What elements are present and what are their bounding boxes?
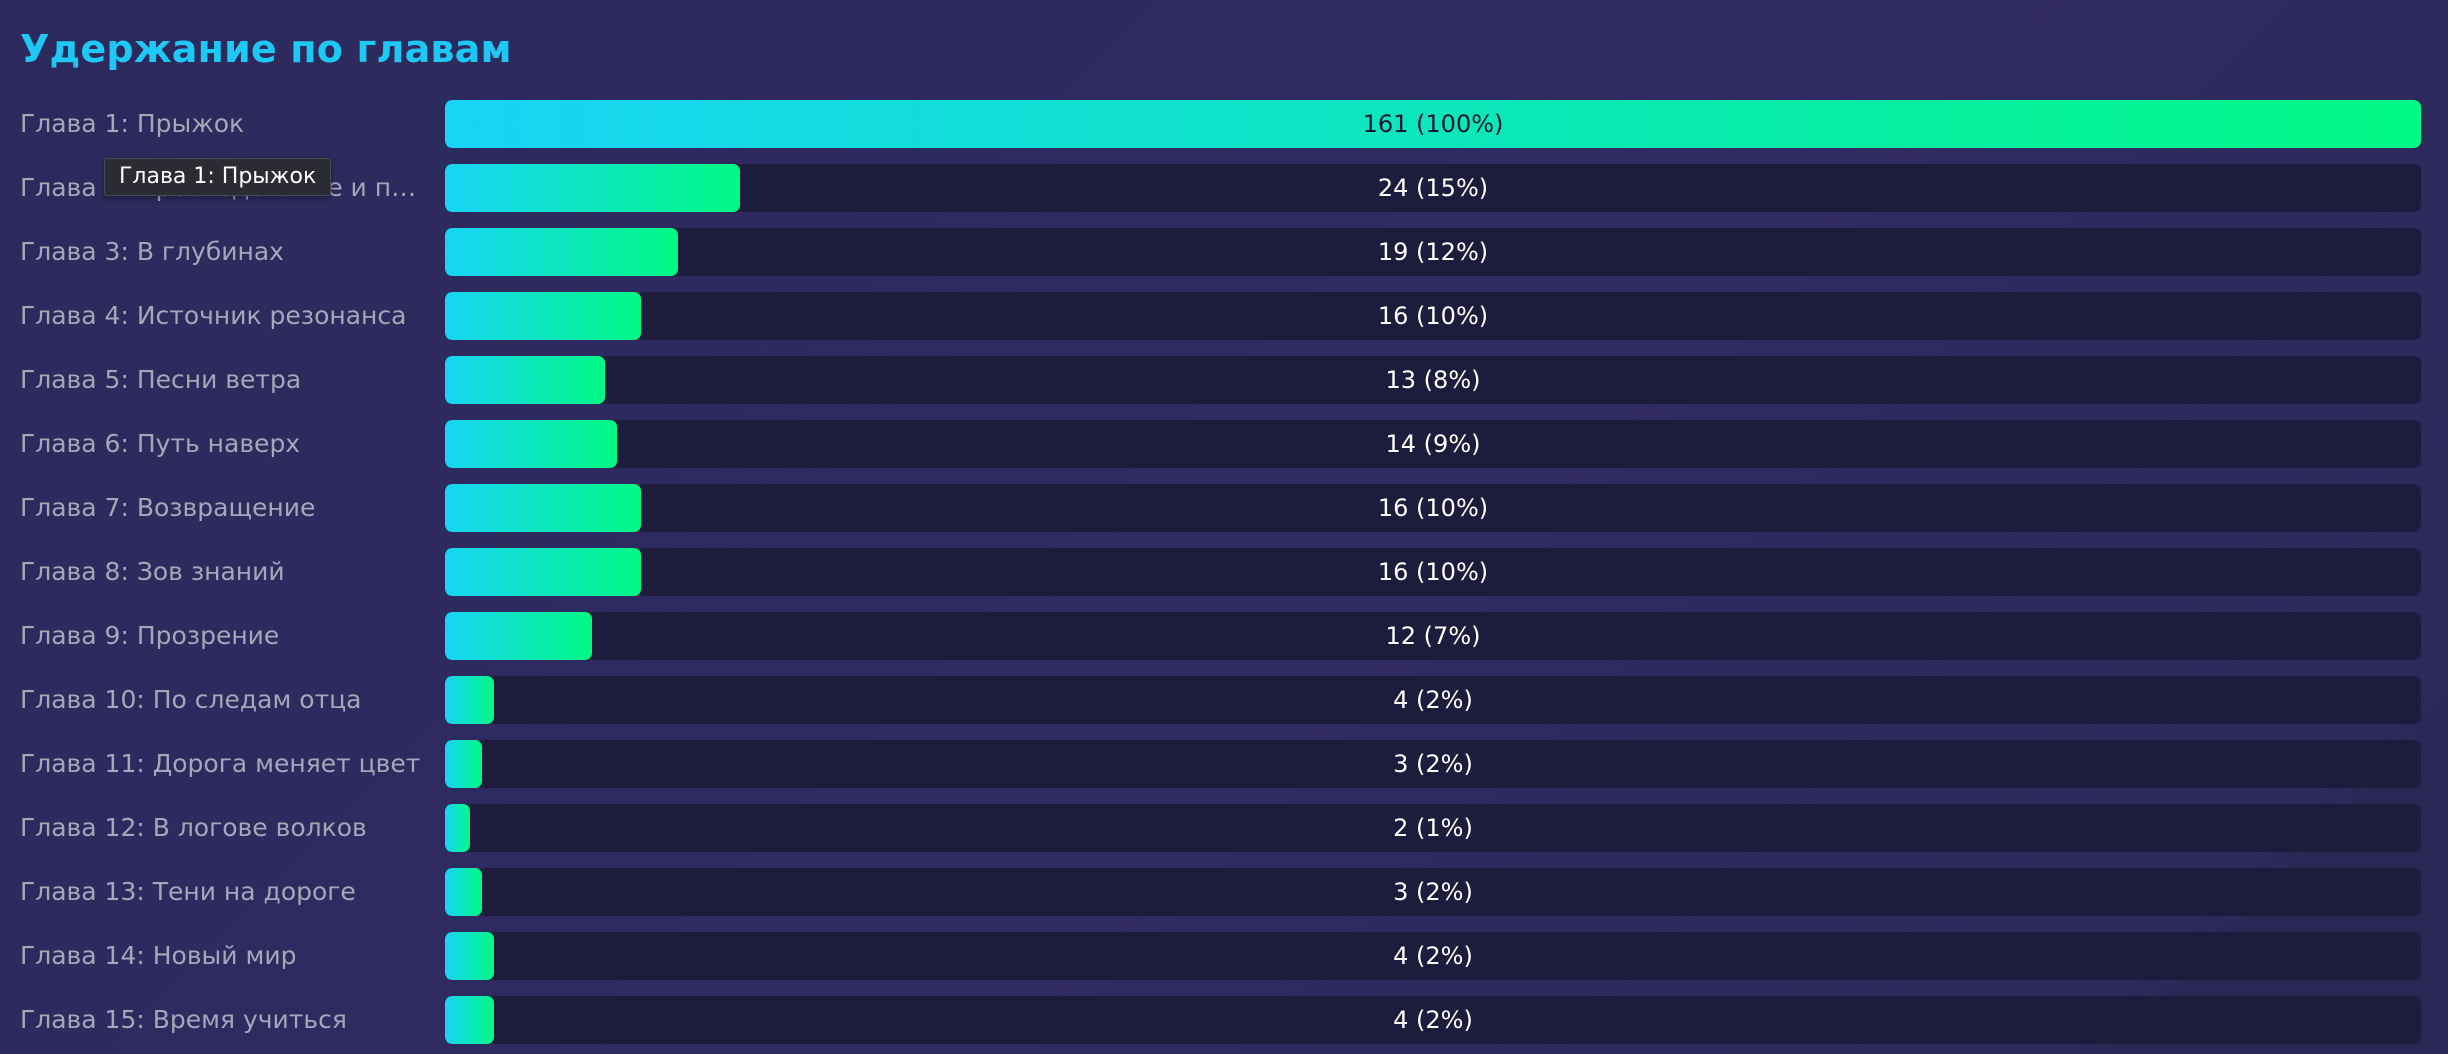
bar-track: 16 (10%) — [445, 548, 2421, 596]
bar[interactable] — [445, 612, 593, 660]
bar[interactable] — [445, 100, 2421, 148]
value-label: 12 (7%) — [1385, 622, 1481, 650]
bar[interactable] — [445, 676, 495, 724]
category-label: Глава 1: Прыжок — [20, 109, 245, 138]
bar-track: 19 (12%) — [445, 228, 2421, 276]
bar[interactable] — [445, 420, 617, 468]
category-label: Глава 13: Тени на дороге — [20, 877, 356, 906]
value-label: 24 (15%) — [1377, 174, 1489, 202]
bar-track: 2 (1%) — [445, 804, 2421, 852]
bar[interactable] — [445, 356, 605, 404]
bar-row[interactable]: Глава 4: Источник резонанса 16 (10%) — [0, 292, 2448, 340]
bar[interactable] — [445, 484, 642, 532]
category-label: Глава 5: Песни ветра — [20, 365, 302, 394]
bar-track: 4 (2%) — [445, 676, 2421, 724]
bar-track: 3 (2%) — [445, 868, 2421, 916]
bar-row[interactable]: Глава 15: Время учиться 4 (2%) — [0, 996, 2448, 1044]
value-label: 16 (10%) — [1377, 494, 1489, 522]
bar-track: 4 (2%) — [445, 932, 2421, 980]
value-label: 3 (2%) — [1393, 878, 1473, 906]
bar[interactable] — [445, 932, 495, 980]
bar[interactable] — [445, 228, 679, 276]
value-label: 2 (1%) — [1393, 814, 1473, 842]
value-label: 4 (2%) — [1393, 942, 1473, 970]
bar[interactable] — [445, 292, 642, 340]
bar-row[interactable]: Глава 1: Прыжок 161 (100%) — [0, 100, 2448, 148]
category-label: Глава 3: В глубинах — [20, 237, 284, 266]
bar-row[interactable]: Глава 3: В глубинах 19 (12%) — [0, 228, 2448, 276]
label-tooltip: Глава 1: Прыжок — [104, 158, 332, 196]
bar-track: 16 (10%) — [445, 484, 2421, 532]
value-label: 4 (2%) — [1393, 686, 1473, 714]
category-label: Глава 11: Дорога меняет цвет — [20, 749, 421, 778]
bar-row[interactable]: Глава 10: По следам отца 4 (2%) — [0, 676, 2448, 724]
category-label: Глава 12: В логове волков — [20, 813, 367, 842]
bar-track: 16 (10%) — [445, 292, 2421, 340]
bar-row[interactable]: Глава 2: Преследование и про…24 (15%) — [0, 164, 2448, 212]
chart-title: Удержание по главам — [20, 27, 512, 71]
category-label: Глава 14: Новый мир — [20, 941, 297, 970]
bar[interactable] — [445, 804, 470, 852]
value-label: 161 (100%) — [1362, 110, 1504, 138]
bar-row[interactable]: Глава 5: Песни ветра 13 (8%) — [0, 356, 2448, 404]
bar-row[interactable]: Глава 13: Тени на дороге 3 (2%) — [0, 868, 2448, 916]
bar-track: 3 (2%) — [445, 740, 2421, 788]
bar-row[interactable]: Глава 9: Прозрение 12 (7%) — [0, 612, 2448, 660]
bar-row[interactable]: Глава 12: В логове волков 2 (1%) — [0, 804, 2448, 852]
bar[interactable] — [445, 548, 642, 596]
bar-track: 4 (2%) — [445, 996, 2421, 1044]
bar-track: 12 (7%) — [445, 612, 2421, 660]
category-label: Глава 10: По следам отца — [20, 685, 362, 714]
bar-row[interactable]: Глава 8: Зов знаний 16 (10%) — [0, 548, 2448, 596]
category-label: Глава 7: Возвращение — [20, 493, 316, 522]
value-label: 16 (10%) — [1377, 558, 1489, 586]
bar[interactable] — [445, 868, 482, 916]
value-label: 3 (2%) — [1393, 750, 1473, 778]
value-label: 13 (8%) — [1385, 366, 1481, 394]
bar-track: 13 (8%) — [445, 356, 2421, 404]
bar[interactable] — [445, 164, 740, 212]
category-label: Глава 8: Зов знаний — [20, 557, 285, 586]
bar-row[interactable]: Глава 14: Новый мир 4 (2%) — [0, 932, 2448, 980]
bar-track: 14 (9%) — [445, 420, 2421, 468]
bar-row[interactable]: Глава 7: Возвращение 16 (10%) — [0, 484, 2448, 532]
category-label: Глава 15: Время учиться — [20, 1005, 347, 1034]
bar-track: 24 (15%) — [445, 164, 2421, 212]
bar-track: 161 (100%) — [445, 100, 2421, 148]
value-label: 4 (2%) — [1393, 1006, 1473, 1034]
bar[interactable] — [445, 740, 482, 788]
value-label: 16 (10%) — [1377, 302, 1489, 330]
bar-row[interactable]: Глава 11: Дорога меняет цвет 3 (2%) — [0, 740, 2448, 788]
category-label: Глава 4: Источник резонанса — [20, 301, 407, 330]
bar-row[interactable]: Глава 6: Путь наверх 14 (9%) — [0, 420, 2448, 468]
value-label: 14 (9%) — [1385, 430, 1481, 458]
value-label: 19 (12%) — [1377, 238, 1489, 266]
category-label: Глава 9: Прозрение — [20, 621, 280, 650]
bar[interactable] — [445, 996, 495, 1044]
category-label: Глава 6: Путь наверх — [20, 429, 301, 458]
